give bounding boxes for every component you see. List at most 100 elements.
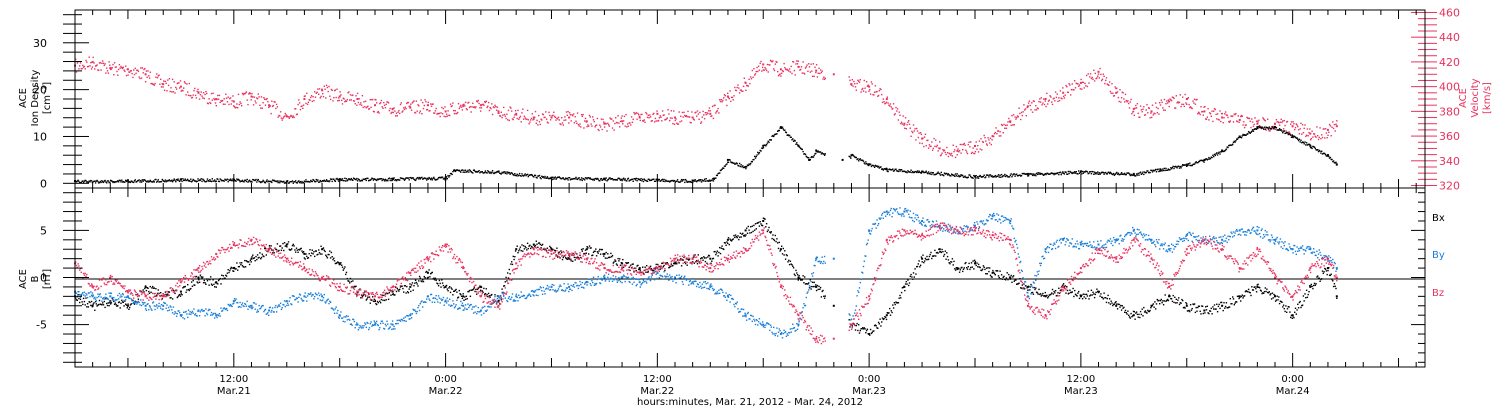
b-series-bx-sample (592, 251, 595, 254)
velocity-series-sample (422, 107, 425, 110)
density-series-sample (287, 182, 290, 184)
density-series-sample (148, 180, 151, 183)
density-series-sample (1209, 157, 1212, 160)
density-series-sample (854, 156, 857, 159)
velocity-series-sample (379, 102, 381, 105)
velocity-series-sample (531, 113, 533, 115)
b-series-bx-sample (252, 257, 255, 260)
density-series-sample (506, 173, 508, 175)
velocity-series-sample (986, 144, 988, 146)
density-series-sample (1164, 169, 1166, 172)
density-series-sample (1255, 128, 1258, 130)
density-series-sample (539, 177, 541, 179)
b-series-bx-sample (1137, 316, 1139, 318)
velocity-series-sample (573, 122, 576, 124)
b-series-bx-sample (644, 266, 646, 268)
density-series-sample (140, 181, 143, 183)
b-series-bx-sample (1305, 297, 1307, 299)
velocity-series-sample (632, 118, 634, 120)
density-series-sample (419, 178, 421, 180)
velocity-series-sample (940, 154, 942, 156)
b-series-bx-sample (951, 258, 954, 260)
density-series-sample (473, 169, 475, 171)
density-series-sample (634, 178, 636, 180)
b-series-bx-sample (975, 264, 977, 267)
velocity-series-sample (202, 92, 205, 94)
velocity-series-sample (218, 94, 221, 97)
b-series-bx-sample (401, 285, 403, 287)
density-series-sample (432, 177, 434, 180)
density-series-sample (133, 180, 136, 182)
density-series-sample (725, 163, 727, 166)
velocity-series-point-32 (638, 116, 641, 119)
velocity-series-sample (372, 110, 375, 113)
b-series-bx-sample (782, 247, 784, 250)
b-series-bx-sample (773, 238, 775, 241)
velocity-series-point-37 (726, 95, 729, 98)
velocity-series-sample (518, 118, 520, 120)
density-series-sample (632, 180, 634, 182)
density-series-sample (173, 178, 175, 180)
density-series-sample (438, 176, 441, 179)
density-series-sample (1023, 172, 1025, 175)
density-series-sample (866, 163, 869, 165)
velocity-series-sample (873, 94, 875, 96)
density-series-sample (1157, 168, 1159, 170)
density-series-sample (1279, 129, 1282, 131)
b-series-bx-sample (1142, 315, 1144, 317)
b-series-bx-sample (799, 277, 801, 279)
b-series-bx-sample (113, 300, 115, 303)
velocity-series-sample (438, 112, 441, 114)
density-series-sample (582, 177, 584, 180)
density-series-sample (511, 173, 514, 175)
b-series-bx-sample (429, 276, 431, 278)
density-series-sample (357, 178, 360, 180)
b-series-bx-point-38 (744, 229, 747, 232)
velocity-series-sample (449, 114, 451, 117)
velocity-series-sample (500, 111, 502, 113)
b-series-bx-sample (876, 327, 878, 329)
density-series-sample (960, 174, 962, 176)
density-series-sample (310, 180, 313, 183)
density-series-sample (547, 177, 549, 179)
density-series-sample (1332, 160, 1335, 162)
b-series-bx-sample (734, 236, 736, 239)
velocity-series-sample (160, 78, 162, 80)
b-series-bx-point-37 (726, 238, 729, 241)
velocity-series-sample (456, 112, 458, 115)
velocity-series-sample (1202, 114, 1204, 116)
b-series-bx-sample (167, 293, 169, 296)
density-series-sample (1181, 165, 1183, 167)
b-series-bx-sample (191, 285, 194, 287)
density-series-sample (606, 180, 608, 182)
b-series-bx-sample (266, 250, 268, 252)
b-series-bx-sample (220, 283, 222, 285)
b-series-bx-sample (788, 259, 790, 262)
b-series-bx-sample (682, 259, 684, 261)
density-series-sample (1289, 133, 1291, 136)
velocity-series-sample (769, 59, 772, 62)
velocity-series-sample (1227, 116, 1229, 119)
velocity-series-sample (1194, 103, 1197, 105)
velocity-series-sample (600, 118, 603, 120)
velocity-series-sample (696, 115, 698, 117)
b-series-bx-sample (1228, 306, 1230, 308)
velocity-series-sample (485, 100, 487, 102)
velocity-series-sample (249, 92, 252, 95)
density-series-sample (987, 174, 989, 176)
density-series-sample (723, 167, 725, 169)
b-series-bx-sample (788, 263, 791, 266)
velocity-series-sample (318, 88, 321, 90)
density-series-sample (774, 133, 776, 135)
b-series-bx-sample (210, 283, 213, 285)
velocity-series-sample (88, 56, 90, 58)
b-series-bx-sample (130, 303, 132, 305)
velocity-series-sample (587, 124, 589, 126)
b-series-bx-sample (899, 294, 901, 297)
density-series-sample (1262, 127, 1264, 129)
b-series-bx-sample (566, 258, 568, 260)
density-series-sample (669, 180, 672, 182)
b-series-bx-sample (1292, 315, 1294, 317)
velocity-series-sample (937, 150, 939, 152)
b-series-bx-sample (642, 272, 645, 274)
